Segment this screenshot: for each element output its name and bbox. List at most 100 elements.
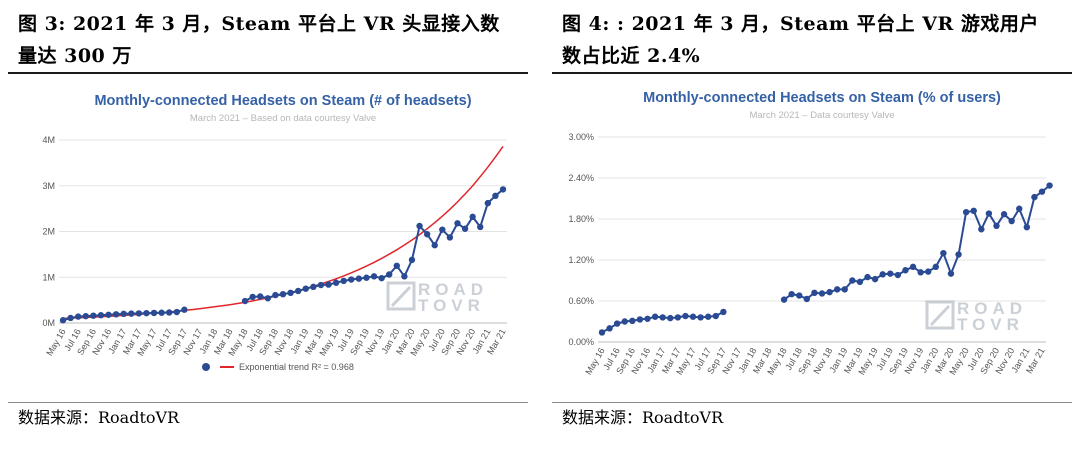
figure-4-panel: 图 4: : 2021 年 3 月，Steam 平台上 VR 游戏用户 数占比近… bbox=[552, 0, 1072, 464]
chart-title: Monthly-connected Headsets on Steam (# o… bbox=[94, 93, 471, 109]
data-point bbox=[970, 207, 977, 214]
data-point bbox=[902, 267, 909, 274]
figure-4-title: 图 4: : 2021 年 3 月，Steam 平台上 VR 游戏用户 数占比近… bbox=[562, 8, 1067, 72]
data-point bbox=[978, 226, 985, 233]
data-point bbox=[788, 290, 795, 298]
data-point bbox=[909, 263, 917, 271]
data-point bbox=[325, 281, 332, 288]
y-tick-label: 0.60% bbox=[568, 296, 594, 306]
data-point bbox=[887, 270, 894, 277]
data-point bbox=[651, 313, 659, 320]
data-point bbox=[423, 231, 431, 238]
data-point bbox=[833, 286, 841, 293]
data-point bbox=[135, 310, 143, 317]
data-point bbox=[378, 274, 385, 282]
y-tick-label: 2.40% bbox=[568, 173, 594, 183]
figure-3-title-line1: 图 3: 2021 年 3 月，Steam 平台上 VR 头显接入数 bbox=[18, 13, 500, 35]
data-point bbox=[348, 276, 355, 283]
data-point bbox=[74, 313, 82, 320]
data-point bbox=[871, 275, 879, 283]
data-point bbox=[667, 314, 674, 322]
data-point bbox=[401, 273, 408, 280]
data-point bbox=[112, 311, 120, 318]
data-point bbox=[90, 312, 97, 319]
data-point bbox=[598, 329, 606, 336]
x-tick-label: May 16 bbox=[44, 327, 67, 358]
data-point bbox=[1031, 193, 1038, 201]
data-point bbox=[82, 312, 89, 320]
data-point bbox=[416, 222, 423, 230]
y-tick-label: 0.00% bbox=[568, 337, 594, 347]
data-point bbox=[1000, 211, 1008, 218]
legend-dot-marker bbox=[202, 363, 210, 371]
data-point bbox=[257, 293, 264, 300]
data-point bbox=[143, 309, 150, 317]
data-point bbox=[811, 289, 818, 296]
watermark-logo-icon bbox=[925, 300, 955, 330]
data-point bbox=[659, 314, 666, 321]
data-point bbox=[340, 277, 347, 285]
y-tick-label: 1.20% bbox=[568, 255, 594, 265]
data-point bbox=[894, 271, 902, 279]
data-point bbox=[287, 289, 294, 297]
data-point bbox=[302, 285, 309, 292]
y-tick-label: 3M bbox=[42, 181, 55, 191]
data-point bbox=[636, 316, 644, 323]
figure-3-top-rule bbox=[8, 72, 528, 74]
y-tick-label: 4M bbox=[42, 135, 55, 145]
data-point bbox=[932, 263, 939, 271]
figure-3-title-line2: 量达 300 万 bbox=[18, 45, 132, 67]
data-point bbox=[879, 271, 886, 278]
data-point bbox=[446, 234, 454, 241]
figure-3-bottom-rule bbox=[8, 402, 528, 403]
data-point bbox=[841, 286, 848, 293]
data-point bbox=[499, 186, 507, 193]
data-point bbox=[166, 309, 173, 316]
data-point bbox=[173, 308, 180, 316]
data-point bbox=[1008, 217, 1015, 225]
data-point bbox=[150, 309, 158, 317]
data-point bbox=[985, 210, 993, 217]
data-point bbox=[720, 308, 727, 316]
data-point bbox=[439, 226, 446, 233]
data-point bbox=[492, 192, 499, 200]
data-point bbox=[370, 273, 378, 280]
data-point bbox=[241, 297, 249, 305]
figure-4-title-line2: 数占比近 2.4% bbox=[562, 45, 701, 67]
gridlines bbox=[598, 136, 1046, 343]
data-point bbox=[431, 242, 438, 249]
x-tick-label: May 16 bbox=[583, 346, 606, 377]
data-point bbox=[856, 278, 864, 286]
watermark-line2: TOVR bbox=[418, 296, 485, 315]
data-point bbox=[317, 281, 325, 289]
y-tick-label: 1.80% bbox=[568, 214, 594, 224]
data-point bbox=[917, 269, 924, 276]
data-point bbox=[1046, 182, 1053, 189]
figure-4-chart: Monthly-connected Headsets on Steam (% o… bbox=[568, 90, 1053, 377]
data-point bbox=[803, 295, 811, 303]
data-point bbox=[864, 273, 871, 281]
chart-subtitle: March 2021 – Data courtesy Valve bbox=[749, 110, 894, 121]
data-point bbox=[272, 291, 279, 299]
data-point bbox=[264, 295, 272, 302]
data-point bbox=[393, 262, 400, 270]
data-point bbox=[955, 251, 962, 258]
watermark-line2: TOVR bbox=[957, 315, 1024, 334]
data-point bbox=[621, 318, 628, 325]
watermark-logo-slash bbox=[929, 304, 951, 327]
data-point bbox=[408, 256, 416, 264]
y-tick-label: 2M bbox=[42, 227, 55, 237]
y-tick-label: 3.00% bbox=[568, 132, 594, 142]
figure-3-title: 图 3: 2021 年 3 月，Steam 平台上 VR 头显接入数 量达 30… bbox=[18, 8, 523, 72]
chart-legend: Exponential trend R² = 0.968 bbox=[202, 362, 354, 372]
data-point bbox=[469, 213, 476, 221]
watermark-line1: ROAD bbox=[418, 280, 488, 299]
data-point bbox=[454, 220, 461, 227]
data-point bbox=[249, 293, 256, 301]
data-point bbox=[294, 287, 302, 295]
data-point bbox=[818, 290, 826, 297]
watermark-logo-slash bbox=[390, 285, 412, 308]
data-point bbox=[682, 312, 689, 320]
data-point bbox=[689, 313, 697, 320]
